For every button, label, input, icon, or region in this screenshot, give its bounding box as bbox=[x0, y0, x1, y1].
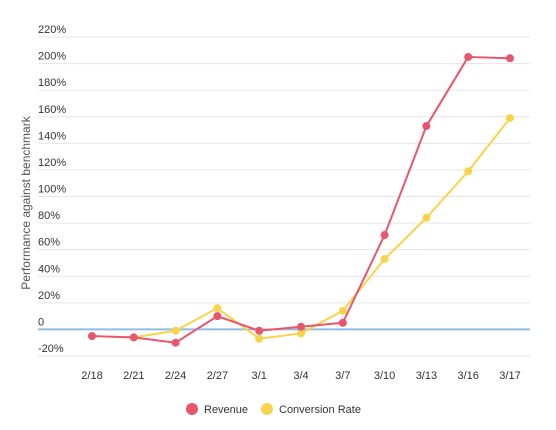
legend-label: Revenue bbox=[204, 404, 248, 416]
data-point bbox=[506, 114, 514, 123]
y-tick-label: 140% bbox=[38, 130, 66, 142]
legend-label: Conversion Rate bbox=[279, 404, 361, 416]
x-tick-label: 3/17 bbox=[499, 370, 520, 382]
y-tick-label: 220% bbox=[38, 24, 66, 36]
y-axis-ticks: -20% 0 20% 40% 60% 80% 100% 120% 140% 160% 180% 200… bbox=[38, 24, 66, 355]
y-tick-label: 0 bbox=[38, 316, 44, 328]
data-point bbox=[506, 54, 514, 63]
data-point bbox=[380, 231, 389, 240]
x-axis-ticks: 2/18 2/21 2/24 2/27 3/1 3/4 3/7 3/10 3/13 3/16 3/1… bbox=[81, 370, 520, 382]
y-tick-label: 180% bbox=[38, 77, 66, 89]
data-point bbox=[380, 254, 389, 263]
x-tick-label: 2/27 bbox=[207, 370, 228, 382]
series-line-revenue bbox=[91, 55, 511, 344]
data-point bbox=[129, 333, 138, 342]
x-tick-label: 2/21 bbox=[123, 370, 144, 382]
x-tick-label: 3/4 bbox=[293, 370, 308, 382]
x-tick-label: 3/1 bbox=[252, 370, 267, 382]
data-point bbox=[297, 322, 305, 331]
data-point bbox=[255, 334, 264, 343]
legend: Revenue Conversion Rate bbox=[186, 403, 361, 416]
data-point bbox=[464, 52, 473, 61]
x-tick-label: 3/13 bbox=[416, 370, 437, 382]
y-tick-label: 100% bbox=[38, 184, 66, 196]
series-line-conversion-rate bbox=[91, 117, 511, 340]
y-axis-label: Performance against benchmark bbox=[19, 115, 33, 289]
y-tick-label: 200% bbox=[38, 51, 66, 63]
data-point bbox=[338, 306, 347, 315]
data-point bbox=[255, 326, 264, 335]
data-point bbox=[422, 213, 431, 222]
y-tick-label: 120% bbox=[38, 157, 66, 169]
x-tick-label: 3/10 bbox=[374, 370, 395, 382]
x-tick-label: 3/16 bbox=[457, 370, 478, 382]
data-point bbox=[171, 338, 180, 347]
data-point bbox=[422, 122, 431, 131]
data-point bbox=[213, 312, 222, 321]
grid-lines bbox=[38, 36, 530, 357]
data-point bbox=[297, 329, 305, 338]
x-tick-label: 3/7 bbox=[335, 370, 350, 382]
legend-marker bbox=[186, 403, 198, 415]
x-tick-label: 2/24 bbox=[165, 370, 186, 382]
data-point bbox=[464, 167, 473, 176]
y-tick-label: -20% bbox=[38, 343, 64, 355]
data-point bbox=[171, 326, 180, 335]
series-layer bbox=[88, 52, 514, 347]
data-point bbox=[88, 332, 96, 341]
data-point bbox=[338, 318, 347, 327]
y-tick-label: 40% bbox=[38, 263, 60, 275]
x-tick-label: 2/18 bbox=[81, 370, 102, 382]
legend-marker bbox=[261, 403, 273, 415]
y-tick-label: 60% bbox=[38, 237, 60, 249]
y-tick-label: 20% bbox=[38, 290, 60, 302]
y-tick-label: 80% bbox=[38, 210, 60, 222]
y-tick-label: 160% bbox=[38, 104, 66, 116]
data-point bbox=[213, 304, 222, 313]
